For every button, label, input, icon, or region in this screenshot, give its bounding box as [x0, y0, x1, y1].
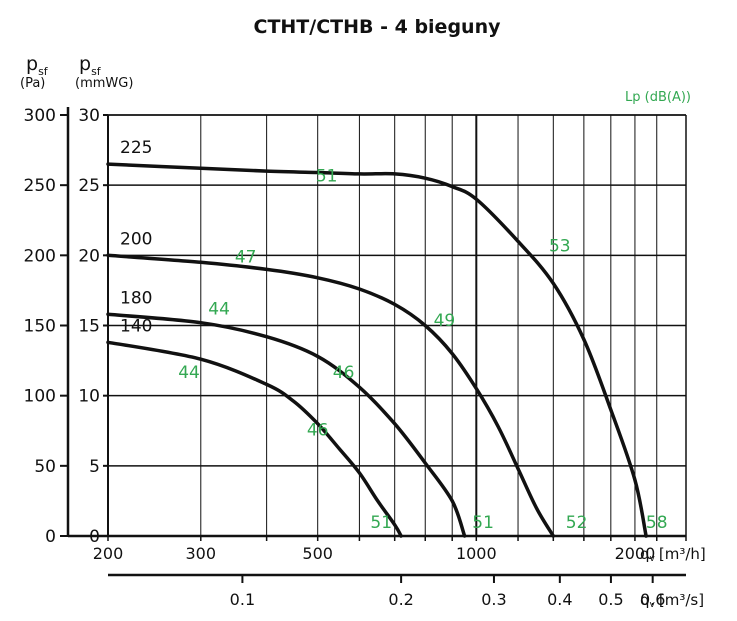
- sound-level-label-225: 53: [549, 237, 571, 257]
- y-left-tick-label: 0: [45, 527, 56, 547]
- x-bottom-tick-label: 0.4: [547, 590, 572, 609]
- y-left-tick-label: 250: [24, 176, 56, 196]
- y-left-tick-label: 200: [24, 246, 56, 266]
- y-right-axis-label: psf (mmWG): [75, 53, 133, 91]
- y-left-unit: (Pa): [20, 76, 45, 91]
- sound-level-label-180: 44: [208, 300, 230, 320]
- fan-curve-200: [106, 253, 556, 538]
- fan-curve-225: [106, 162, 648, 538]
- x-top-tick-label: 1000: [456, 544, 497, 563]
- y-left-axis-label: psf (Pa): [20, 53, 49, 91]
- y-left-tick-label: 300: [24, 106, 56, 126]
- y-right-label-main: p: [79, 53, 91, 75]
- labels: 0 50 100 150 200 250 300 0 5 10 15 20 25 30 200 300 500 1…: [24, 106, 668, 609]
- x-bottom-axis-label: qv [m³/s]: [640, 591, 704, 610]
- fan-curve-180: [106, 312, 467, 538]
- x-top-tick-label: 500: [302, 544, 333, 563]
- y-right-label-sub: sf: [91, 65, 102, 78]
- x-top-axis-label: qv [m³/h]: [640, 545, 706, 564]
- y-left-label-sub: sf: [38, 65, 49, 78]
- sound-level-label-140: 46: [307, 420, 329, 440]
- sound-level-label-140: 44: [178, 363, 200, 383]
- fan-curve-140: [106, 340, 403, 538]
- y-right-tick-label: 20: [78, 246, 100, 266]
- sound-level-label-180: 51: [472, 513, 494, 533]
- curves: [106, 162, 648, 538]
- sound-level-label-200: 47: [235, 248, 257, 268]
- series-label-180: 180: [120, 288, 152, 308]
- sound-level-label-225: 51: [316, 166, 338, 186]
- chart-title: CTHT/CTHB - 4 bieguny: [254, 16, 502, 38]
- x-bottom-tick-label: 0.2: [388, 590, 413, 609]
- sound-level-label-225: 58: [646, 513, 668, 533]
- svg-text:psf: psf: [79, 53, 102, 78]
- x-bottom-tick-label: 0.5: [598, 590, 623, 609]
- y-right-tick-label: 0: [89, 527, 100, 547]
- axes: [60, 107, 687, 583]
- y-left-tick-label: 50: [34, 457, 56, 477]
- grid: [107, 114, 687, 536]
- sound-level-label-200: 49: [434, 311, 456, 331]
- y-left-tick-label: 100: [24, 387, 56, 407]
- series-label-200: 200: [120, 229, 152, 249]
- y-right-tick-label: 10: [78, 387, 100, 407]
- x-top-tick-label: 200: [93, 544, 124, 563]
- svg-text:psf: psf: [26, 53, 49, 78]
- y-right-tick-label: 5: [89, 457, 100, 477]
- x-bottom-tick-label: 0.1: [230, 590, 255, 609]
- y-right-tick-label: 30: [78, 106, 100, 126]
- y-left-label-main: p: [26, 53, 38, 75]
- y-right-tick-label: 15: [78, 317, 100, 337]
- y-right-unit: (mmWG): [75, 76, 133, 91]
- series-label-140: 140: [120, 316, 152, 336]
- y-right-tick-label: 25: [78, 176, 100, 196]
- x-top-tick-label: 2000: [615, 544, 656, 563]
- y-left-tick-label: 150: [24, 317, 56, 337]
- series-label-225: 225: [120, 138, 152, 158]
- sound-level-label-140: 51: [370, 513, 392, 533]
- sound-level-label-200: 52: [566, 513, 588, 533]
- sound-level-label-180: 46: [333, 363, 355, 383]
- x-top-tick-label: 300: [186, 544, 217, 563]
- sound-level-label: Lp (dB(A)): [625, 90, 691, 105]
- x-bottom-tick-label: 0.6: [640, 590, 665, 609]
- x-bottom-tick-label: 0.3: [481, 590, 506, 609]
